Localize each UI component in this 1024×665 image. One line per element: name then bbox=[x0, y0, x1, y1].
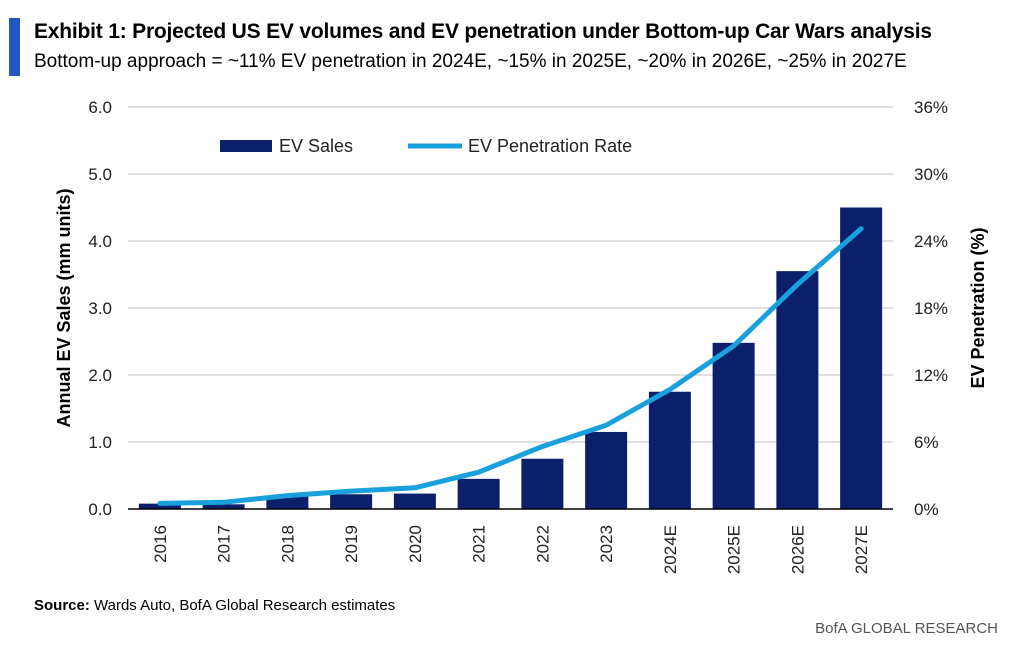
y-tick-label: 4.0 bbox=[88, 232, 112, 251]
accent-bar bbox=[9, 18, 20, 76]
y-tick-label: 1.0 bbox=[88, 433, 112, 452]
x-tick-label: 2026E bbox=[788, 525, 807, 574]
chart-title: Exhibit 1: Projected US EV volumes and E… bbox=[34, 20, 932, 43]
bar-ev-sales bbox=[330, 494, 373, 509]
ev-chart: 0.0 1.0 2.0 3.0 4.0 5.0 6.0 0% 6% 12% 18% 24% 30% 36%… bbox=[54, 98, 988, 574]
y-tick-label: 5.0 bbox=[88, 165, 112, 184]
legend-swatch-ev-sales bbox=[220, 140, 272, 152]
bar-ev-sales bbox=[457, 478, 500, 509]
y-axis-title: Annual EV Sales (mm units) bbox=[54, 188, 74, 427]
chart-subtitle: Bottom-up approach = ~11% EV penetration… bbox=[34, 51, 907, 72]
x-tick-label: 2020 bbox=[406, 525, 425, 563]
bar-ev-sales bbox=[138, 503, 181, 509]
y-right-tick-label: 0% bbox=[914, 500, 939, 519]
y-right-tick-label: 30% bbox=[914, 165, 948, 184]
legend-label-ev-sales: EV Sales bbox=[279, 136, 353, 156]
bar-ev-sales bbox=[648, 391, 691, 509]
x-tick-label: 2018 bbox=[278, 525, 297, 563]
bar-ev-sales bbox=[393, 493, 436, 509]
y-right-tick-label: 18% bbox=[914, 299, 948, 318]
x-tick-label: 2023 bbox=[597, 525, 616, 563]
source-label: Source: bbox=[34, 597, 90, 614]
x-tick-label: 2021 bbox=[470, 525, 489, 563]
bar-ev-sales bbox=[712, 342, 755, 509]
y-right-axis-title: EV Penetration (%) bbox=[968, 227, 988, 388]
x-tick-label: 2022 bbox=[533, 525, 552, 563]
bar-ev-sales bbox=[840, 207, 883, 509]
source-note: Source: Wards Auto, BofA Global Research… bbox=[34, 597, 395, 614]
x-tick-label: 2017 bbox=[215, 525, 234, 563]
y-tick-label: 3.0 bbox=[88, 299, 112, 318]
y-right-tick-label: 12% bbox=[914, 366, 948, 385]
y-right-tick-label: 24% bbox=[914, 232, 948, 251]
x-tick-label: 2025E bbox=[725, 525, 744, 574]
source-text: Wards Auto, BofA Global Research estimat… bbox=[89, 597, 396, 614]
x-tick-label: 2027E bbox=[852, 525, 871, 574]
y-tick-label: 6.0 bbox=[88, 98, 112, 117]
brand-label: BofA GLOBAL RESEARCH bbox=[815, 620, 998, 637]
y-right-tick-label: 6% bbox=[914, 433, 939, 452]
legend-label-ev-penetration: EV Penetration Rate bbox=[468, 136, 632, 156]
y-tick-label: 0.0 bbox=[88, 500, 112, 519]
line-ev-penetration bbox=[157, 226, 864, 506]
bar-ev-sales bbox=[585, 431, 628, 509]
x-tick-label: 2024E bbox=[661, 525, 680, 574]
y-tick-label: 2.0 bbox=[88, 366, 112, 385]
bar-ev-sales bbox=[521, 458, 564, 509]
bar-ev-sales bbox=[776, 271, 819, 509]
y-right-tick-label: 36% bbox=[914, 98, 948, 117]
x-tick-label: 2019 bbox=[342, 525, 361, 563]
bar-ev-sales bbox=[202, 504, 245, 509]
x-tick-label: 2016 bbox=[151, 525, 170, 563]
